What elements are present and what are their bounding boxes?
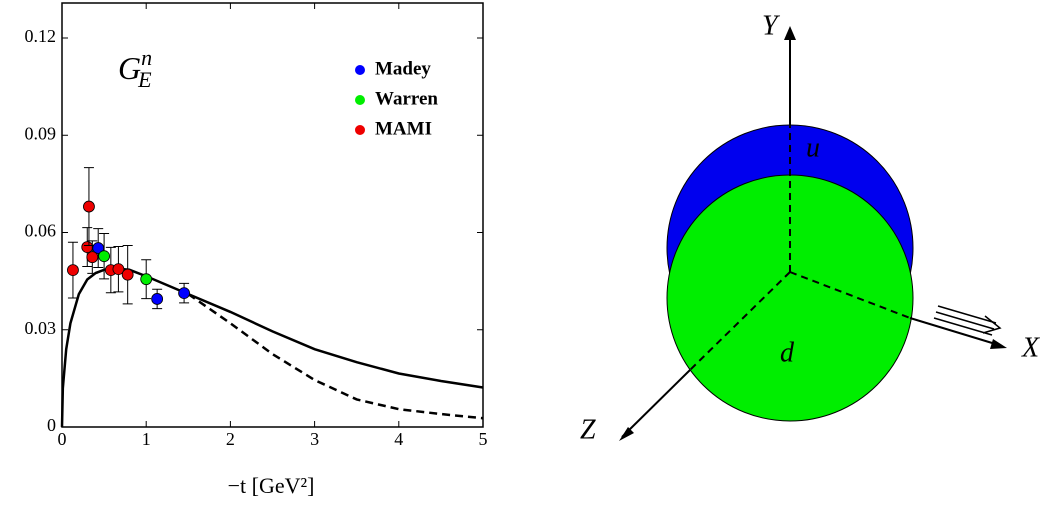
data-point [86,251,99,264]
z-arrow [619,427,634,441]
x-axis-hidden [789,271,911,319]
y-tick-label: 0.09 [25,123,57,143]
annotation-sub: E [137,67,152,92]
data-point [151,293,164,305]
y-arrow [784,26,796,40]
diagram: Y X Z u d [580,10,1040,445]
legend-marker [355,125,365,135]
motion-arrow [933,305,1002,336]
annotation-sup: n [141,45,152,70]
x-arrow [990,339,1007,349]
u-label: u [806,132,820,163]
y-tick-label: 0.12 [25,26,57,46]
data-point [178,287,190,300]
x-tick-label: 2 [226,429,235,449]
x-tick-label: 0 [58,429,67,449]
x-tick-label: 3 [310,429,319,449]
x-tick-label: 4 [394,429,403,449]
x-tick-label: 5 [479,429,488,449]
legend-label: Madey [375,58,431,79]
z-axis-label: Z [580,414,596,445]
x-tick-label: 1 [142,429,151,449]
y-tick-label: 0.03 [25,318,57,338]
y-tick-label: 0.06 [25,221,57,241]
data-point [98,250,110,263]
legend-label: MAMI [375,118,432,139]
x-axis-label: −t [GeV²] [228,473,315,498]
y-axis-label: Y [762,10,781,41]
data-point [112,263,125,276]
model-curve [60,266,484,428]
plot-frame [61,2,484,428]
d-label: d [780,337,795,368]
y-tick-label: 0 [47,415,56,435]
data-point [81,241,94,253]
legend-marker [355,65,365,75]
x-axis-label: X [1021,332,1040,363]
legend-marker [355,95,365,105]
data-point [67,264,79,277]
legend-label: Warren [375,88,438,109]
model-curve [187,293,484,420]
data-point [121,268,134,281]
annotation-symbol: G [118,50,141,86]
data-point [83,200,95,213]
annotation: Gn E [118,45,152,92]
x-axis [909,317,1003,347]
data-point [140,273,153,286]
z-axis [621,369,691,438]
